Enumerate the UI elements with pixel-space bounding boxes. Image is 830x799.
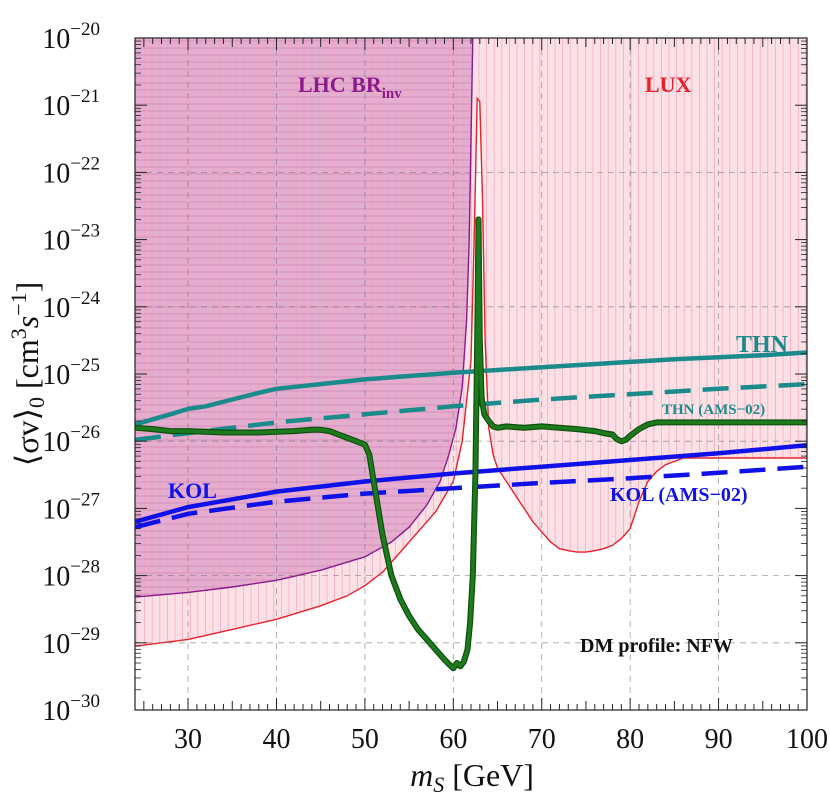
lhc-boundary: [135, 38, 474, 598]
x-tick-label: 30: [174, 724, 202, 755]
tick-labels: 30 40 50 60 70 80 90 100 10−30 10−29 10−28 10−27 10−…: [42, 19, 828, 755]
thn-ams-label: THN (AMS−02): [662, 402, 765, 418]
x-tick-label: 60: [439, 724, 467, 755]
x-tick-label: 100: [786, 724, 828, 755]
x-tick-label: 50: [351, 724, 379, 755]
y-tick-label: 10−22: [42, 153, 100, 189]
x-tick-label: 70: [528, 724, 556, 755]
y-tick-label: 10−27: [42, 489, 100, 525]
lhc-region-label: LHC BRinv: [298, 72, 402, 102]
series-lines: [135, 216, 807, 672]
y-tick-label: 10−30: [42, 691, 100, 727]
kol-label: KOL: [168, 478, 217, 503]
series-kol-ams-02-: [135, 464, 807, 530]
y-tick-label: 10−29: [42, 624, 100, 660]
axis-ticks: [134, 37, 808, 711]
y-tick-label: 10−21: [42, 86, 100, 122]
lux-region-label: LUX: [645, 72, 692, 97]
dm-profile-label: DM profile: NFW: [580, 635, 733, 657]
x-tick-label: 90: [705, 724, 733, 755]
series-thn: [135, 350, 807, 427]
x-tick-label: 40: [262, 724, 290, 755]
series-kol: [135, 442, 807, 524]
x-tick-label: 80: [616, 724, 644, 755]
y-tick-label: 10−20: [42, 19, 100, 55]
x-axis-title: mS [GeV]: [410, 757, 534, 797]
y-tick-label: 10−28: [42, 557, 100, 593]
y-tick-label: 10−25: [42, 355, 100, 391]
kol-ams-label: KOL (AMS−02): [610, 484, 748, 506]
y-tick-label: 10−23: [42, 221, 100, 257]
y-tick-label: 10−26: [42, 422, 100, 458]
thn-label: THN: [736, 332, 789, 358]
y-axis-title: ⟨σv⟩0 [cm3s−1]: [6, 282, 49, 467]
y-tick-label: 10−24: [42, 288, 100, 324]
series-relic: [135, 217, 807, 671]
